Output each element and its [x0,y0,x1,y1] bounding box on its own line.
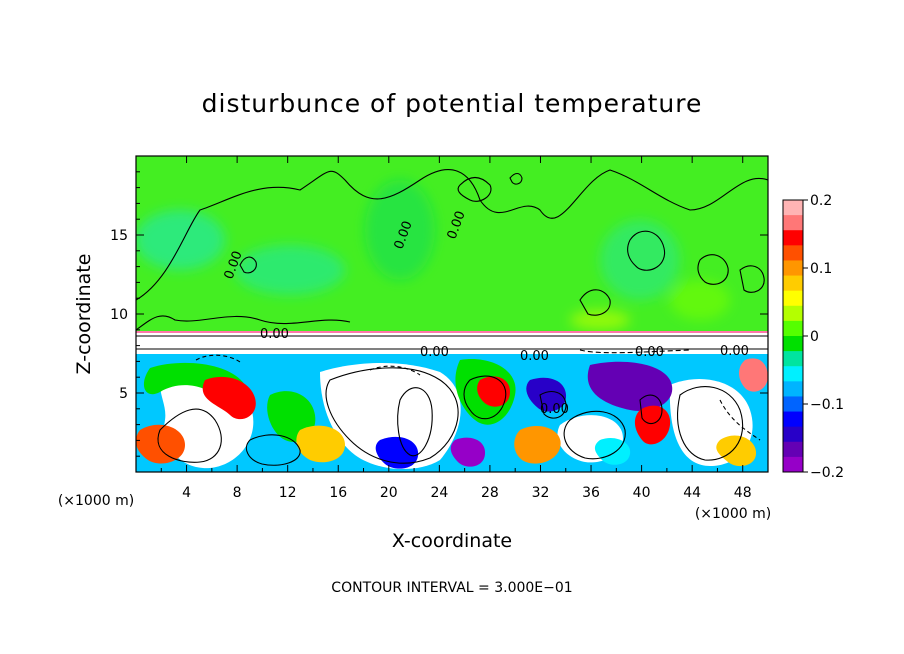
colorbar-swatch [783,290,803,307]
colorbar-swatch [783,200,803,216]
field-blob [320,362,461,470]
colorbar-swatch [783,366,803,382]
x-tick-label: 12 [279,485,297,501]
x-tick-label: 4 [182,485,191,501]
colorbar-tick-label: −0.2 [810,465,844,481]
colorbar-swatch [783,336,803,352]
y-tick-label: 10 [110,307,128,323]
plot-area: 0.000.00 0.000.000.00 0.000.000.00 0.00 [136,156,768,472]
contour-label: 0.00 [635,345,664,360]
field-blob [136,424,185,464]
colorbar-swatch [783,351,803,367]
colorbar-swatch [783,305,803,322]
colorbar-swatch [783,215,803,231]
colorbar-tick-label: 0.1 [810,261,832,277]
x-tick-label: 20 [380,485,398,501]
x-tick-label: 36 [582,485,600,501]
field-blob [296,425,345,463]
upper-field-shading [136,180,730,330]
colorbar-ticks: 0.2 0.1 0 −0.1 −0.2 [803,193,844,481]
colorbar-swatch [783,426,803,443]
x-axis-label: X-coordinate [392,530,512,552]
colorbar-swatch [783,230,803,246]
colorbar-swatch [783,320,803,337]
colorbar-swatch [783,456,803,473]
colorbar-swatch [783,275,803,292]
field-blob [477,376,510,407]
x-tick-label: 40 [633,485,651,501]
chart-title: disturbunce of potential temperature [202,89,703,118]
y-tick-label: 15 [110,228,128,244]
turbulent-blobs [136,358,768,470]
field-blob [202,376,256,420]
contour-label: 0.00 [720,344,749,359]
field-blob [587,361,673,411]
y-tick-label: 5 [119,386,128,402]
field-blob [514,426,561,464]
x-tick-label: 16 [329,485,347,501]
colorbar-swatch [783,396,803,413]
x-tick-label: 28 [481,485,499,501]
x-tick-label: 44 [683,485,701,501]
colorbar-tick-label: 0.2 [810,193,832,209]
x-unit-left: (×1000 m) [58,493,134,509]
x-tick-label: 32 [532,485,550,501]
inversion-band [136,332,768,354]
contour-interval-note: CONTOUR INTERVAL = 3.000E−01 [331,580,572,596]
colorbar-tick-label: −0.1 [810,397,844,413]
field-blob [526,377,567,412]
colorbar-swatch [783,441,803,458]
colorbar-swatch [783,381,803,397]
y-axis: 5 10 15 [110,171,768,457]
x-axis: 4 8 12 16 20 24 28 32 36 40 44 48 [160,156,752,501]
colorbar [783,200,803,473]
x-tick-label: 8 [233,485,242,501]
y-axis-label: Z-coordinate [73,254,95,375]
contour-label: 0.00 [420,345,449,360]
colorbar-tick-label: 0 [810,329,819,345]
contour-label: 0.00 [540,402,569,417]
contour-label: 0.00 [260,327,289,342]
colorbar-swatch [783,411,803,428]
field-blob [716,435,757,467]
colorbar-swatch [783,245,803,261]
field-blob [594,437,631,465]
colorbar-swatch [783,260,803,277]
contour-lines [136,169,768,466]
field-blob [738,358,768,392]
x-tick-label: 24 [430,485,448,501]
x-unit-right: (×1000 m) [695,506,771,522]
contour-label: 0.00 [520,349,549,364]
field-blob [450,437,486,467]
x-tick-label: 48 [734,485,752,501]
